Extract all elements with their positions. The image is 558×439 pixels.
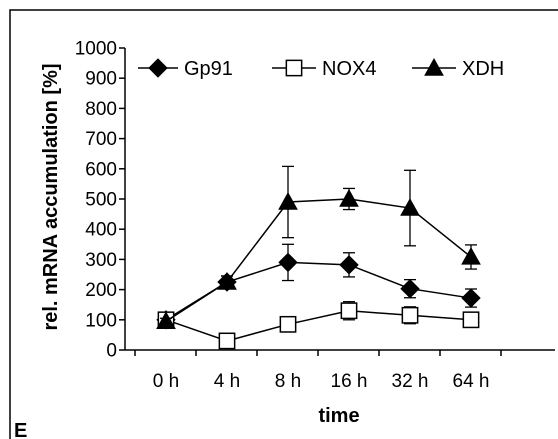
triangle-marker [156, 311, 176, 330]
legend-item-gp91: Gp91 [138, 58, 233, 80]
x-tick-label: 32 h [392, 371, 429, 392]
series-xdh [156, 165, 481, 330]
y-tick-label: 0 [106, 341, 117, 362]
series-line [165, 309, 472, 342]
y-tick-label: 100 [85, 310, 117, 331]
y-tick-label: 200 [85, 280, 117, 301]
y-tick-label: 400 [85, 220, 117, 241]
triangle-marker [339, 188, 359, 207]
triangle-marker [461, 246, 481, 265]
diamond-marker [339, 255, 359, 275]
y-axis: 0 100 200 300 400 500 600 700 800 900 1000 [75, 39, 126, 362]
square-marker [401, 306, 419, 324]
series-line [165, 198, 472, 322]
diamond-marker [148, 58, 168, 78]
triangle-marker [217, 272, 237, 290]
y-tick-label: 300 [85, 250, 117, 271]
legend-label: NOX4 [322, 58, 376, 80]
square-marker [462, 311, 480, 329]
y-tick-label: 800 [85, 99, 117, 120]
diamond-marker [278, 252, 298, 273]
series-nox4 [157, 301, 480, 350]
x-tick-label: 16 h [331, 371, 368, 392]
triangle-marker [278, 191, 298, 210]
panel-label: E [14, 420, 27, 439]
legend-item-xdh: XDH [412, 57, 504, 80]
triangle-marker [424, 57, 444, 76]
y-tick-label: 500 [85, 190, 117, 211]
legend-item-nox4: NOX4 [272, 58, 376, 80]
y-tick-label: 900 [85, 69, 117, 90]
square-marker [285, 59, 303, 77]
x-axis-title: time [318, 405, 359, 427]
x-tick-label: 8 h [275, 371, 301, 392]
y-tick-label: 700 [85, 129, 117, 150]
square-marker [218, 332, 236, 350]
square-marker [279, 315, 297, 333]
triangle-marker [400, 198, 420, 216]
legend-label: XDH [462, 58, 504, 80]
y-axis-title: rel. mRNA accumulation [%] [40, 63, 62, 330]
diamond-marker [400, 278, 420, 299]
x-axis: 0 h 4 h 8 h 16 h 32 h 64 h [125, 349, 555, 392]
y-tick-label: 1000 [75, 39, 117, 60]
square-marker [340, 302, 358, 320]
diamond-marker [461, 288, 481, 308]
legend: Gp91 NOX4 XDH [138, 57, 504, 80]
y-tick-label: 600 [85, 159, 117, 180]
series-layer [156, 165, 481, 350]
legend-label: Gp91 [184, 58, 233, 80]
panel-frame [9, 9, 558, 439]
x-tick-label: 4 h [214, 371, 240, 392]
x-tick-label: 64 h [453, 371, 490, 392]
x-tick-label: 0 h [153, 371, 179, 392]
